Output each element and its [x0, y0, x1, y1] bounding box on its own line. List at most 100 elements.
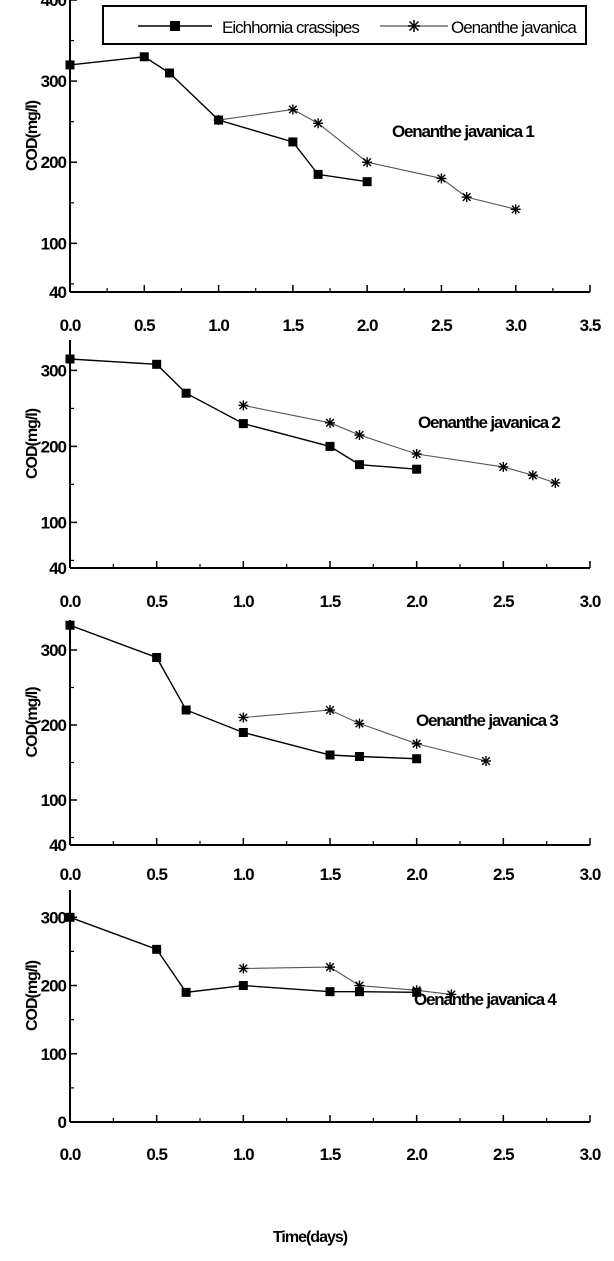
y-tick-label-bottom: 40	[49, 836, 66, 855]
point-eichhornia	[238, 981, 248, 991]
y-axis-title: COD(mg/l)	[24, 960, 41, 1031]
panel-label: Oenanthe javanica 4	[414, 990, 557, 1009]
y-tick-label: 200	[41, 153, 67, 172]
x-tick-label: 0.5	[146, 865, 167, 884]
star-d2	[288, 105, 298, 114]
y-tick-label: 100	[41, 513, 67, 532]
legend-marker-a	[170, 21, 180, 31]
point-oenanthe	[411, 985, 422, 996]
y-axis-title: COD(mg/l)	[24, 408, 41, 479]
y-tick-label: 300	[41, 72, 67, 91]
chart-panel-1: 0.0 0.5 1.0 1.5 2.0 2.5 3.0 3.5 100 200 300 400 40 CO…	[24, 0, 602, 335]
y-axis-title: COD(mg/l)	[24, 100, 41, 171]
star-d2	[239, 401, 248, 410]
y-tick-label: 100	[41, 1045, 67, 1064]
x-tick-label: 2.0	[406, 592, 427, 611]
chart-panel-2: 0.0 0.5 1.0 1.5 2.0 2.5 3.0 100 200 300 40 COD(mg/l…	[24, 340, 602, 611]
panels: 0.0 0.5 1.0 1.5 2.0 2.5 3.0 3.510020030040040CO…	[24, 0, 602, 1164]
point-oenanthe	[510, 204, 521, 215]
point-oenanthe	[287, 104, 298, 115]
y-tick-label-bottom: 40	[49, 559, 66, 578]
point-eichhornia	[152, 944, 162, 954]
point-eichhornia	[181, 705, 191, 715]
y-tick-label: 300	[41, 361, 67, 380]
star-d2	[362, 157, 372, 167]
point-oenanthe	[325, 705, 335, 715]
point-oenanthe	[325, 417, 335, 428]
series-line-eichhornia	[69, 624, 417, 760]
point-eichhornia	[152, 653, 162, 662]
star-d2	[412, 986, 421, 995]
point-oenanthe	[411, 449, 422, 459]
x-tick-label: 2.5	[493, 592, 514, 611]
x-tick-label: 1.5	[320, 1145, 341, 1164]
point-eichhornia	[165, 68, 175, 78]
x-tick-label: 3.5	[580, 316, 601, 335]
panel-label: Oenanthe javanica 1	[392, 122, 534, 141]
x-tick-label: 2.0	[357, 316, 378, 335]
y-tick-label: 200	[41, 437, 67, 456]
x-tick-label: 0.5	[146, 592, 167, 611]
point-eichhornia	[65, 354, 75, 364]
x-tick-label: 0.0	[60, 865, 81, 884]
x-tick-label: 2.0	[406, 865, 427, 884]
star-d2	[462, 192, 471, 202]
x-tick-label: 0.5	[134, 316, 155, 335]
legend-label-b: Oenanthe javanica	[451, 18, 577, 37]
point-eichhornia	[181, 388, 191, 398]
x-tick-label: 1.0	[233, 1145, 254, 1164]
point-eichhornia	[325, 441, 335, 451]
point-eichhornia	[65, 912, 75, 922]
chart-panel-4: 0.0 0.5 1.0 1.5 2.0 2.5 3.0 0 100 200 300 COD(mg/l)…	[24, 890, 602, 1164]
x-tick-label: 3.0	[580, 1145, 601, 1164]
y-tick-label-bottom: 40	[49, 283, 66, 302]
point-oenanthe	[527, 470, 538, 481]
point-oenanthe	[213, 115, 224, 126]
star-d2	[239, 964, 248, 973]
point-oenanthe	[446, 989, 457, 1000]
star-d2	[313, 118, 323, 128]
x-tick-label: 1.0	[233, 865, 254, 884]
star-d2	[239, 713, 248, 722]
panel-label: Oenanthe javanica 3	[416, 711, 558, 730]
star-d2	[499, 462, 508, 472]
point-oenanthe	[481, 756, 491, 766]
point-oenanthe	[411, 738, 422, 749]
y-tick-label: 100	[41, 234, 67, 253]
star-d2	[481, 756, 491, 766]
star-d2	[412, 739, 421, 749]
point-eichhornia	[412, 754, 422, 764]
point-oenanthe	[354, 980, 365, 991]
star-d2	[214, 115, 223, 125]
star-d2	[355, 430, 364, 440]
x-tick-label: 2.5	[493, 1145, 514, 1164]
series-line-eichhornia	[69, 358, 417, 470]
point-eichhornia	[325, 750, 335, 760]
star-d2	[355, 981, 364, 990]
y-tick-label: 300	[41, 641, 67, 660]
y-axis-title: COD(mg/l)	[24, 687, 41, 758]
chart-panel-3: 0.0 0.5 1.0 1.5 2.0 2.5 3.0 100 200 300 40 COD(mg/l…	[24, 620, 602, 884]
point-eichhornia	[65, 60, 75, 70]
x-tick-label: 1.5	[320, 865, 341, 884]
star-d2	[528, 470, 538, 480]
panel-label: Oenanthe javanica 2	[418, 413, 560, 432]
point-eichhornia	[181, 987, 191, 997]
x-tick-label: 1.5	[320, 592, 341, 611]
point-eichhornia	[354, 987, 364, 997]
x-tick-label: 3.0	[580, 865, 601, 884]
point-eichhornia	[139, 52, 149, 62]
star-d2	[551, 478, 560, 488]
x-tick-label: 0.0	[60, 316, 81, 335]
point-oenanthe	[238, 963, 249, 974]
point-eichhornia	[238, 419, 248, 429]
star-d2	[325, 418, 335, 428]
x-tick-label: 3.0	[505, 316, 526, 335]
legend-marker-b	[408, 20, 420, 32]
point-oenanthe	[461, 192, 472, 203]
y-tick-label: 0	[58, 1113, 67, 1132]
point-eichhornia	[362, 177, 372, 187]
x-tick-label: 1.5	[283, 316, 304, 335]
